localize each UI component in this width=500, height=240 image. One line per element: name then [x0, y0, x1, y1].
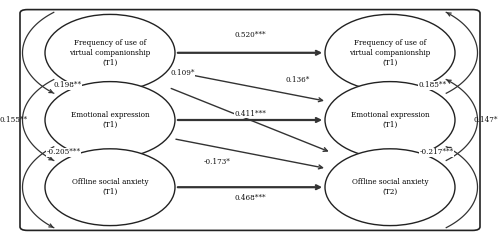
Text: 0.136*: 0.136* [286, 76, 310, 84]
Text: -0.217***: -0.217*** [420, 148, 454, 156]
Text: 0.520***: 0.520*** [234, 31, 266, 39]
Text: Frequency of use of
virtual companionship
(T1): Frequency of use of virtual companionshi… [70, 39, 150, 66]
Text: Emotional expression
(T1): Emotional expression (T1) [70, 111, 150, 129]
Text: 0.155**: 0.155** [0, 116, 28, 124]
Ellipse shape [45, 82, 175, 158]
Ellipse shape [45, 149, 175, 226]
Text: -0.173*: -0.173* [204, 158, 231, 166]
Ellipse shape [325, 14, 455, 91]
Text: 0.411***: 0.411*** [234, 110, 266, 118]
Text: 0.185**: 0.185** [418, 81, 446, 89]
Ellipse shape [45, 14, 175, 91]
Ellipse shape [325, 149, 455, 226]
Text: 0.109*: 0.109* [170, 69, 195, 77]
Text: Emotional expression
(T1): Emotional expression (T1) [350, 111, 430, 129]
Text: 0.147*: 0.147* [474, 116, 498, 124]
Text: Offline social anxiety
(T1): Offline social anxiety (T1) [72, 178, 148, 196]
Text: 0.468***: 0.468*** [234, 194, 266, 202]
Ellipse shape [325, 82, 455, 158]
Text: Offline social anxiety
(T2): Offline social anxiety (T2) [352, 178, 428, 196]
Text: 0.198**: 0.198** [54, 81, 82, 89]
Text: Frequency of use of
virtual companionship
(T1): Frequency of use of virtual companionshi… [350, 39, 430, 66]
Text: -0.205***: -0.205*** [46, 148, 80, 156]
